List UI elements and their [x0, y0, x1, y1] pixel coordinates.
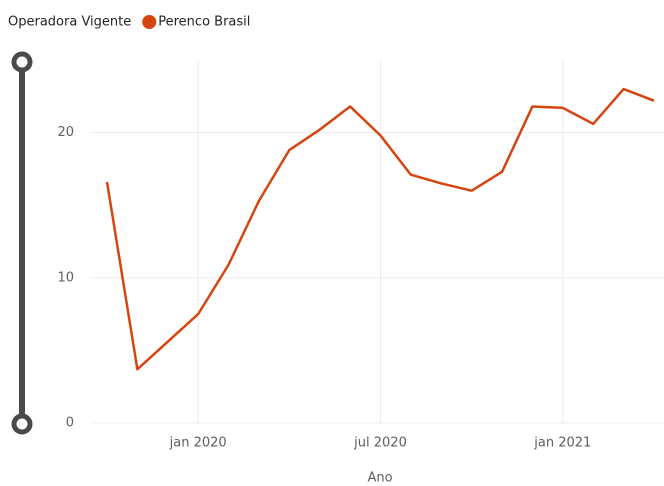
x-tick-label: jan 2020: [169, 436, 227, 451]
x-tick-label: jul 2020: [353, 436, 407, 451]
legend-marker: [142, 15, 157, 29]
slider-handle: [11, 413, 33, 435]
legend-title: Operadora Vigente: [8, 15, 131, 30]
y-tick-label: 0: [66, 416, 74, 431]
x-tick-label: jan 2021: [533, 436, 591, 451]
slider-handle: [11, 51, 33, 73]
x-axis-label: Ano: [367, 471, 392, 486]
line-series: [105, 87, 655, 371]
legend-label: Perenco Brasil: [158, 15, 250, 30]
y-tick-label: 10: [57, 270, 74, 285]
y-tick-label: 20: [57, 125, 74, 140]
